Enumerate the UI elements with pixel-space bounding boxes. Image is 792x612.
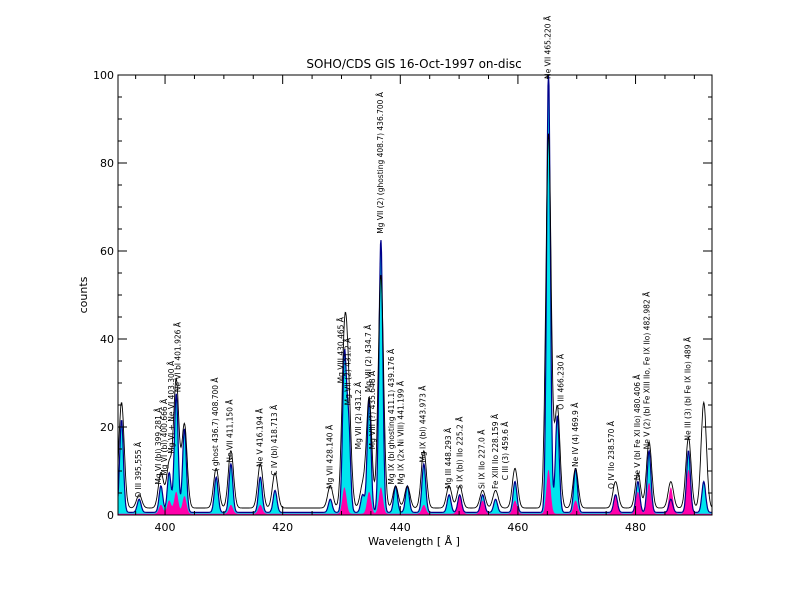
y-axis-label: counts: [77, 276, 90, 313]
line-annotation: Ne III (3) (bl Fe IX IIo) 489 Å: [684, 336, 693, 440]
y-tick-label: 20: [100, 421, 114, 434]
y-tick-label: 80: [100, 157, 114, 170]
y-tick-label: 60: [100, 245, 114, 258]
line-annotation: Ne VII 411,150 Å: [226, 399, 235, 463]
line-annotation: Fe XIII IIo 228.159 Å: [491, 413, 500, 489]
observed-area: [118, 75, 712, 515]
line-annotation: Si IX IIo 227.0 Å: [478, 429, 487, 489]
line-annotation: Ne V (bl Fe XI IIo) 480.406 Å: [633, 374, 642, 481]
x-tick-label: 460: [507, 521, 528, 534]
line-annotation: O III 466.230 Å: [556, 353, 565, 410]
y-tick-label: 0: [107, 509, 114, 522]
x-axis-label: Wavelength [ Å ]: [368, 535, 460, 548]
line-annotation: Mg VI + Ne VI 403.300 Å: [167, 360, 176, 454]
line-annotation: Mg VII 428.140 Å: [326, 424, 335, 489]
chart-title: SOHO/CDS GIS 16-Oct-1997 on-disc: [306, 57, 521, 71]
line-annotation: Ne IV (4) 469.9 Å: [571, 402, 580, 467]
line-annotation: Mg VII (2) 431.2 Å: [354, 381, 363, 449]
line-annotation: Mg VI (bl) 399.281 Å: [154, 407, 163, 485]
observed-line: [118, 75, 712, 513]
line-annotation: O III 395,555 Å: [134, 441, 143, 498]
x-tick-label: 400: [155, 521, 176, 534]
line-annotation: C III (3) 459.6 Å: [501, 421, 510, 481]
line-annotation: S IX (bl) IIo 225.2 Å: [455, 416, 464, 489]
line-annotation: Mg III 448.293 Å: [444, 427, 453, 489]
line-annotation: Mg VIII 430.465 Å: [337, 316, 346, 383]
model-area: [118, 469, 712, 515]
line-annotation: Mg IX (2x Ni VIII) 441.199 Å: [397, 380, 406, 484]
line-annotations: O III 395,555 Å Mg VI (bl) 399.281 ÅMg VI…: [134, 15, 693, 498]
y-tick-label: 40: [100, 333, 114, 346]
line-annotation: ( ghost 436.7) 408.700 Å: [211, 377, 220, 472]
line-annotation: Mg IX (bl ghosting 411.1) 439.176 Å: [387, 348, 396, 485]
x-tick-label: 480: [625, 521, 646, 534]
line-annotation: Ne V (2) (bl Fe XIII IIo, Fe IX IIo) 482…: [642, 291, 651, 449]
line-annotation: Ne VI bl 401.926 Å: [174, 321, 183, 392]
line-annotation: Mg VIII (?) 435.648 Å: [368, 370, 377, 449]
line-annotation: O IV IIo 238.570 Å: [607, 420, 616, 489]
plot-area: [118, 75, 712, 515]
line-annotation: Mg VI (bl) 400.666 Å: [160, 398, 169, 476]
reference-line: [118, 133, 712, 509]
y-tick-label: 100: [93, 69, 114, 82]
line-annotation: C IV (bl) 418.713 Å: [270, 404, 279, 476]
line-annotation: Mg VII (2) (ghosting 408.7) 436.700 Å: [376, 91, 385, 234]
x-tick-label: 420: [272, 521, 293, 534]
line-annotation: Ne V 416.194 Å: [255, 407, 264, 467]
line-annotation: Mg VII (2) 431.2 Å: [344, 337, 353, 405]
axes: 400 420 440 460 480 0 20 40 60 80 100: [93, 69, 713, 534]
line-annotation: Mg VII (2) 434.7 Å: [364, 324, 373, 392]
line-annotation: Mg IX (bl) 443.973 Å: [419, 385, 428, 463]
x-tick-label: 440: [390, 521, 411, 534]
line-annotation: Ne VII 465.220 Å: [544, 15, 553, 79]
